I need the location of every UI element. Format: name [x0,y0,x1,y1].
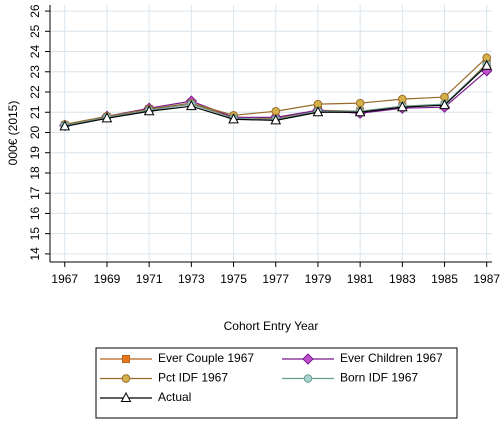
marker [303,374,313,383]
x-tick-label: 1977 [262,272,289,286]
marker [271,106,281,116]
y-tick-label: 14 [28,247,42,261]
marker [122,355,130,363]
y-tick-label: 20 [28,125,42,139]
legend-label: Pct IDF 1967 [158,371,228,385]
marker [312,106,324,117]
legend-label: Actual [158,390,191,404]
x-tick-label: 1975 [220,272,247,286]
marker [302,353,314,365]
marker [397,101,408,112]
x-tick-label: 1983 [389,272,416,286]
x-tick-label: 1971 [136,272,163,286]
marker [59,120,71,131]
marker [354,106,366,117]
x-tick-label: 1969 [94,272,121,286]
marker [439,99,450,110]
marker [101,112,113,123]
legend-label: Ever Couple 1967 [158,351,254,365]
y-tick-label: 18 [28,166,42,180]
x-tick-label: 1987 [473,272,500,286]
y-axis-title: 000€ (2015) [6,101,20,166]
marker [186,100,197,111]
legend-label: Ever Children 1967 [340,351,443,365]
x-tick-label: 1979 [305,272,332,286]
y-tick-label: 15 [28,227,42,241]
y-tick-label: 21 [28,105,42,119]
y-tick-label: 16 [28,206,42,220]
x-tick-label: 1981 [347,272,374,286]
marker [121,374,131,383]
x-tick-label: 1967 [51,272,78,286]
y-tick-label: 24 [28,45,42,59]
legend-box [95,347,458,419]
y-tick-label: 23 [28,65,42,79]
marker [355,98,365,108]
y-tick-label: 26 [28,4,42,18]
y-tick-label: 25 [28,24,42,38]
y-tick-label: 19 [28,146,42,160]
x-tick-label: 1973 [178,272,205,286]
y-tick-label: 17 [28,186,42,200]
marker [481,59,493,70]
y-tick-label: 22 [28,85,42,99]
marker [270,114,282,125]
marker [120,391,132,402]
x-tick-label: 1985 [431,272,458,286]
marker [143,105,155,116]
marker [228,113,239,124]
x-axis-title: Cohort Entry Year [224,319,319,333]
legend-label: Born IDF 1967 [340,371,418,385]
